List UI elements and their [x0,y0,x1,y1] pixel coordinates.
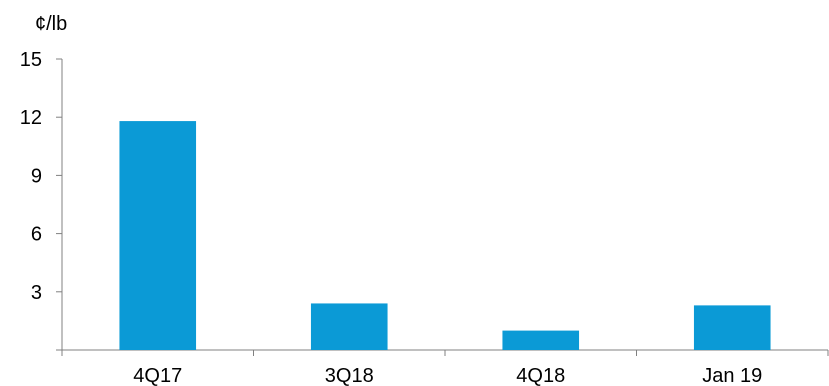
bar-3q18 [310,303,388,350]
y-tick-label: 6 [31,224,42,246]
bar-4q17 [119,121,197,350]
y-axis-unit-label: ¢/lb [35,13,67,35]
bar-jan-19 [693,305,771,350]
bars [119,121,771,350]
y-tick-label: 3 [31,282,42,304]
y-tick-label: 12 [20,107,42,129]
y-tick-label: 15 [20,49,42,71]
bar-4q18 [502,330,580,350]
y-axis: 15 12 9 6 3 [20,49,63,351]
y-tick-label: 9 [31,165,42,187]
x-axis: 4Q17 3Q18 4Q18 Jan 19 [61,349,829,386]
x-tick-label: 4Q18 [516,365,565,386]
x-tick-label: 3Q18 [325,365,374,386]
x-tick-label: Jan 19 [702,365,762,386]
x-tick-label: 4Q17 [133,365,182,386]
